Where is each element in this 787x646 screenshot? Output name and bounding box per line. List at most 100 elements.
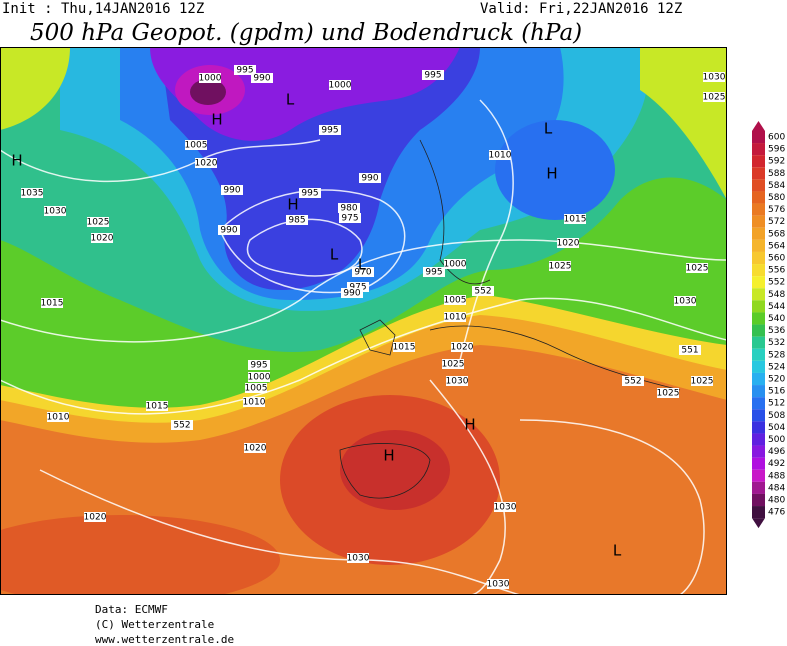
colorbar-level: 548 [768, 290, 785, 300]
colorbar-swatch [752, 203, 765, 216]
colorbar-cap-top [752, 120, 765, 131]
isobar-label-bg [446, 376, 468, 386]
data-source: Data: ECMWF [95, 603, 168, 616]
isobar-label-bg [444, 312, 466, 322]
isobar-label: 995 [425, 268, 442, 278]
isobar-label: 980 [340, 204, 357, 214]
colorbar-swatch [752, 433, 765, 446]
colorbar-swatch [752, 251, 765, 265]
colorbar-level: 492 [768, 459, 785, 469]
isobar-label: 1030 [347, 554, 370, 564]
colorbar-swatch [752, 385, 765, 398]
isobar-label: 1030 [494, 503, 517, 513]
pressure-center: L [613, 542, 622, 560]
colorbar-swatch [752, 288, 765, 301]
colorbar-swatch [752, 360, 765, 373]
isobar-label-bg [442, 359, 464, 369]
pressure-center: H [287, 196, 298, 214]
isobar-label-bg [489, 150, 511, 160]
isobar-label: 1030 [446, 377, 469, 387]
colorbar-swatch [752, 215, 765, 228]
pressure-center: L [286, 91, 295, 109]
isobar-label: 1025 [657, 389, 680, 399]
colorbar-cap-bottom [752, 518, 765, 529]
isobar-label: 1010 [444, 313, 467, 323]
pressure-center: H [383, 447, 394, 465]
colorbar-level: 552 [768, 278, 785, 288]
isobar-label: 1015 [564, 215, 587, 225]
pressure-center: H [211, 111, 222, 129]
isobar-label-bg [679, 345, 701, 355]
copyright: (C) Wetterzentrale [95, 618, 214, 631]
colorbar-swatch [752, 276, 765, 289]
isobar-label: 1010 [489, 151, 512, 161]
colorbar-level: 568 [768, 229, 785, 239]
isobar-label-bg [444, 259, 466, 269]
isobar-label-bg [171, 420, 193, 430]
colorbar-level: 556 [768, 266, 785, 276]
isobar-label-bg [359, 173, 381, 183]
pressure-center: L [544, 120, 553, 138]
isobar-label: 1000 [248, 373, 271, 383]
isobar-label: 1020 [451, 343, 474, 353]
isobar-label-bg [451, 342, 473, 352]
isobar-label-bg [185, 140, 207, 150]
isobar-label: 990 [223, 186, 240, 196]
colorbar-swatch [752, 372, 765, 386]
colorbar-level: 520 [768, 375, 785, 385]
isobar-label-bg [423, 267, 445, 277]
isobar-label: 1030 [674, 297, 697, 307]
isobar-label: 1020 [195, 159, 218, 169]
pressure-center: H [464, 416, 475, 434]
isobar-label-bg [244, 443, 266, 453]
isobar-label-bg [221, 185, 243, 195]
isobar-label-bg [686, 263, 708, 273]
colorbar-swatch [752, 312, 765, 325]
colorbar-level: 600 [768, 133, 785, 143]
colorbar-level: 576 [768, 205, 785, 215]
map-field [0, 47, 727, 595]
isobar-label-bg [195, 158, 217, 168]
isobar-label-bg [674, 296, 696, 306]
isobar-label: 1025 [703, 93, 726, 103]
isobar-label-bg [347, 282, 369, 292]
isobar-label: 1025 [691, 377, 714, 387]
colorbar-level: 516 [768, 387, 785, 397]
isobar-label-bg [251, 73, 273, 83]
colorbar-swatch [752, 130, 765, 144]
isobar-label: 1025 [87, 218, 110, 228]
isobar-label-bg [286, 215, 308, 225]
isobar-label: 1020 [84, 513, 107, 523]
isobar-label-bg [487, 579, 509, 589]
isobar-label-bg [47, 412, 69, 422]
isobar-label-bg [87, 217, 109, 227]
isobar-label-bg [422, 70, 444, 80]
colorbar-swatch [752, 506, 765, 519]
colorbar-swatch [752, 409, 765, 422]
isobar-label: 1005 [444, 296, 467, 306]
isobar-label-bg [199, 73, 221, 83]
isobar-label: 552 [624, 377, 641, 387]
isobar-label: 995 [321, 126, 338, 136]
colorbar-swatch [752, 324, 765, 337]
isobar-label-bg [622, 376, 644, 386]
isobar-label-bg [299, 188, 321, 198]
colorbar-level: 588 [768, 169, 785, 179]
colorbar-swatch [752, 397, 765, 410]
isobar-label: 970 [354, 268, 371, 278]
isobar-label-bg [146, 401, 168, 411]
colorbar: 600 596 592 588 584 580 576 572 568 564 560 556 552 5… [752, 120, 785, 529]
colorbar-swatch [752, 264, 765, 277]
colorbar-swatch [752, 239, 765, 252]
isobar-label: 975 [349, 283, 366, 293]
colorbar-level: 536 [768, 326, 785, 336]
colorbar-swatch [752, 421, 765, 434]
isobar-label-bg [84, 512, 106, 522]
colorbar-swatch [752, 445, 765, 458]
pressure-center: L [358, 256, 367, 274]
isobar-label-bg [41, 298, 63, 308]
colorbar-level: 488 [768, 471, 785, 481]
